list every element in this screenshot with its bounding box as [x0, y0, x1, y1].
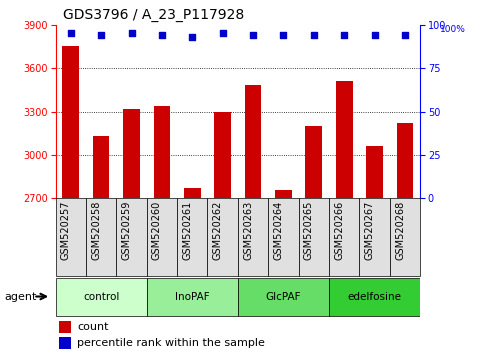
Text: GDS3796 / A_23_P117928: GDS3796 / A_23_P117928 [63, 8, 244, 22]
Point [371, 32, 379, 38]
FancyBboxPatch shape [147, 198, 177, 276]
FancyBboxPatch shape [238, 198, 268, 276]
FancyBboxPatch shape [56, 198, 86, 276]
FancyBboxPatch shape [298, 198, 329, 276]
Bar [123, 109, 140, 198]
Bar [184, 188, 200, 198]
Point [158, 32, 166, 38]
Text: GSM520262: GSM520262 [213, 201, 223, 260]
FancyBboxPatch shape [56, 278, 147, 316]
FancyBboxPatch shape [390, 198, 420, 276]
Bar [336, 81, 353, 198]
Point [219, 30, 227, 36]
Bar [214, 112, 231, 198]
FancyBboxPatch shape [238, 278, 329, 316]
Text: edelfosine: edelfosine [348, 291, 402, 302]
Bar [245, 85, 261, 198]
Bar [59, 337, 71, 349]
Point [401, 32, 409, 38]
Point [310, 32, 318, 38]
Text: GSM520257: GSM520257 [61, 201, 71, 260]
Point [128, 30, 135, 36]
FancyBboxPatch shape [147, 278, 238, 316]
Text: GlcPAF: GlcPAF [266, 291, 301, 302]
Bar [154, 106, 170, 198]
Point [341, 32, 348, 38]
FancyBboxPatch shape [116, 198, 147, 276]
Text: control: control [83, 291, 119, 302]
Text: GSM520263: GSM520263 [243, 201, 253, 260]
Bar [59, 321, 71, 333]
Bar [397, 123, 413, 198]
Bar [62, 46, 79, 198]
Bar [305, 126, 322, 198]
FancyBboxPatch shape [359, 198, 390, 276]
Text: InoPAF: InoPAF [175, 291, 210, 302]
FancyBboxPatch shape [208, 198, 238, 276]
Point [67, 30, 74, 36]
FancyBboxPatch shape [177, 198, 208, 276]
Point [280, 32, 287, 38]
Text: GSM520260: GSM520260 [152, 201, 162, 260]
FancyBboxPatch shape [268, 198, 298, 276]
Text: GSM520268: GSM520268 [395, 201, 405, 260]
Text: percentile rank within the sample: percentile rank within the sample [77, 338, 265, 348]
Text: GSM520264: GSM520264 [273, 201, 284, 260]
Text: GSM520266: GSM520266 [334, 201, 344, 260]
Bar [275, 190, 292, 198]
Text: count: count [77, 322, 109, 332]
Point [188, 34, 196, 40]
Bar [366, 146, 383, 198]
Bar [93, 136, 110, 198]
Text: GSM520265: GSM520265 [304, 201, 314, 260]
Text: GSM520258: GSM520258 [91, 201, 101, 260]
Text: GSM520267: GSM520267 [365, 201, 375, 260]
Text: GSM520261: GSM520261 [182, 201, 192, 260]
FancyBboxPatch shape [329, 278, 420, 316]
Text: 100%: 100% [440, 25, 466, 34]
Point [97, 32, 105, 38]
Text: GSM520259: GSM520259 [122, 201, 131, 260]
Point [249, 32, 257, 38]
Text: agent: agent [5, 292, 37, 302]
FancyBboxPatch shape [86, 198, 116, 276]
FancyBboxPatch shape [329, 198, 359, 276]
